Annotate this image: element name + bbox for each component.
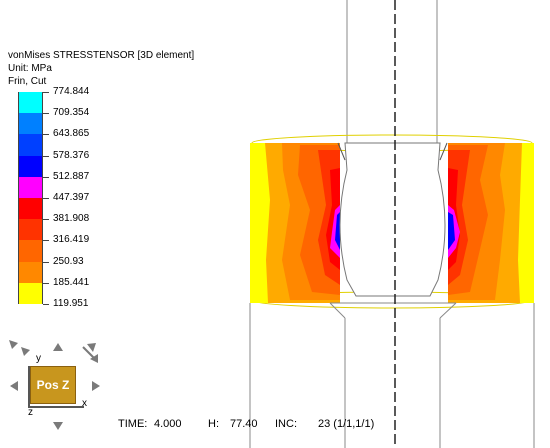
legend-swatch [18,134,43,156]
view-cube-face[interactable]: Pos Z [30,366,76,404]
axis-y-line [28,366,30,408]
legend-title: vonMises STRESSTENSOR [3D element] [8,50,195,61]
legend-mode: Frin, Cut [8,76,47,87]
inc-label: INC: [275,418,297,430]
legend-tick-label: 119.951 [53,298,89,309]
legend-tick-mark [43,219,49,221]
legend-tick-mark [43,113,49,115]
legend-tick-label: 316.419 [53,234,90,246]
legend-swatch [18,261,43,283]
view-navigation-arrows [9,340,100,430]
time-value: 4.000 [154,418,182,430]
h-value: 77.40 [230,418,258,430]
legend-tick-label: 512.887 [53,170,90,182]
legend-unit: Unit: MPa [8,63,52,74]
rotate-up-right-icon[interactable] [87,343,96,352]
inc-value: 23 (1/1,1/1) [318,418,375,430]
axis-y-label: y [36,353,41,364]
legend-tick-mark [43,134,49,136]
legend-swatch [18,155,43,177]
legend-tick-mark [43,155,49,157]
legend-swatch [18,240,43,262]
rotate-up-left-icon[interactable] [9,340,18,349]
rotate-up-icon[interactable] [53,343,63,351]
stress-region-left [250,143,340,303]
legend-swatch [18,198,43,220]
legend-tick-mark [43,282,49,284]
legend-tick-mark [43,176,49,178]
legend-tick-label: 774.844 [53,86,90,97]
stress-region-right [448,143,534,303]
rotate-left-icon[interactable] [10,381,18,391]
legend-swatch [18,176,43,198]
legend-tick-label: 250.93 [53,255,84,267]
legend-tick-mark [43,240,49,242]
rotate-right-icon[interactable] [92,381,100,391]
legend-tick-label: 381.908 [53,213,90,225]
legend-swatch [18,219,43,241]
legend-tick-label: 709.354 [53,107,90,119]
h-label: H: [208,418,219,430]
view-cube-label: Pos Z [36,378,70,392]
rotate-ccw-icon[interactable] [21,347,30,356]
legend-tick-mark [43,198,49,199]
axis-z-label: z [28,407,33,418]
legend-tick-label: 643.865 [53,128,90,140]
legend-tick-mark [43,261,49,263]
time-label: TIME: [118,418,148,430]
legend-swatch [18,113,43,135]
legend-swatch [18,92,43,114]
legend-tick-mark [43,92,49,93]
rotate-down-icon[interactable] [53,422,63,430]
legend-tick-mark [43,304,49,305]
legend-swatch [18,282,43,304]
axis-x-line [28,406,84,408]
legend-tick-label: 578.376 [53,149,90,161]
hole-cutout [339,142,446,297]
axis-x-label: x [82,398,87,409]
legend-tick-label: 185.441 [53,276,90,288]
legend-tick-label: 447.397 [53,192,90,203]
